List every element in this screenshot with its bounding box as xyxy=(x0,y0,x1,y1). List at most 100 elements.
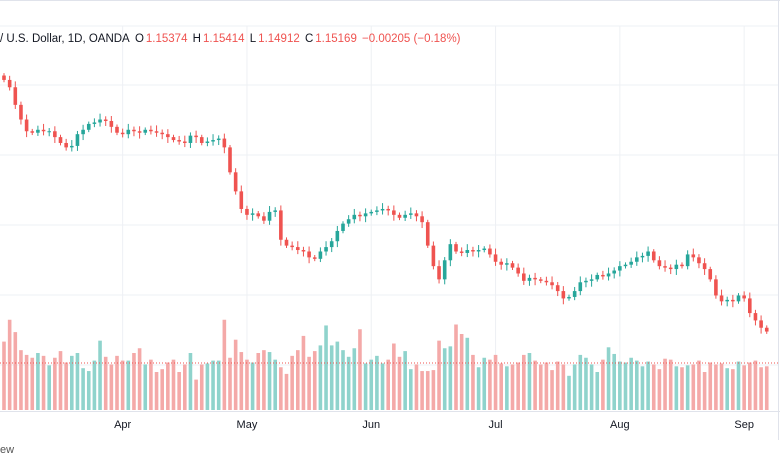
volume-bar xyxy=(86,371,91,410)
volume-bar xyxy=(651,364,656,410)
candle-body xyxy=(431,245,436,267)
candle-body xyxy=(24,119,29,132)
candle-body xyxy=(736,295,741,302)
candle-body xyxy=(425,222,430,246)
volume-bar xyxy=(256,353,261,410)
volume-bar xyxy=(369,359,374,410)
candle-body xyxy=(516,267,520,274)
candle-body xyxy=(120,132,125,135)
candle-body xyxy=(538,279,543,281)
volume-bar xyxy=(488,359,492,410)
volume-bar xyxy=(719,363,724,410)
candle-body xyxy=(499,261,503,265)
volume-bar xyxy=(188,353,193,410)
volume-bar xyxy=(109,364,114,410)
volume-bar xyxy=(149,359,153,410)
volume-bar xyxy=(233,339,238,410)
volume-bar xyxy=(663,358,667,410)
candle-body xyxy=(2,75,6,80)
candle-body xyxy=(561,291,566,299)
candle-body xyxy=(160,132,164,135)
volume-bar xyxy=(290,355,294,410)
candle-body xyxy=(211,140,215,142)
volume-bar xyxy=(601,359,605,410)
candle-body xyxy=(505,263,509,265)
volume-bar xyxy=(437,340,441,410)
volume-bar xyxy=(753,360,758,410)
volume-bar xyxy=(324,325,328,410)
volume-bar xyxy=(211,360,215,410)
candle-body xyxy=(262,216,266,221)
volume-bar xyxy=(375,355,379,410)
volume-bar xyxy=(194,379,198,410)
x-tick-label: Sep xyxy=(734,419,754,431)
volume-bar xyxy=(736,361,741,410)
candle-body xyxy=(143,129,148,133)
volume-bar xyxy=(544,362,549,410)
close-label: C xyxy=(304,33,314,45)
candle-body xyxy=(482,248,487,251)
volume-bar xyxy=(674,366,679,410)
change-value: −0.00205 (−0.18%) xyxy=(362,33,461,45)
volume-bar xyxy=(623,362,628,410)
volume-bar xyxy=(759,367,763,410)
close-value: 1.15169 xyxy=(315,33,357,45)
candle-body xyxy=(397,214,402,218)
candle-body xyxy=(510,263,515,268)
candle-body xyxy=(522,273,526,281)
low-label: L xyxy=(249,33,257,45)
candle-body xyxy=(663,266,667,268)
volume-bar xyxy=(166,362,170,410)
volume-bar xyxy=(555,361,560,410)
volume-bar xyxy=(301,335,306,410)
candle-body xyxy=(488,248,492,255)
volume-bar xyxy=(75,353,80,410)
volume-bar xyxy=(24,354,29,410)
volume-bar xyxy=(493,354,498,410)
open-label: O xyxy=(134,33,144,45)
candle-body xyxy=(533,277,537,280)
candle-body xyxy=(742,295,746,299)
volume-bar xyxy=(397,356,402,410)
candle-body xyxy=(606,273,611,277)
candle-body xyxy=(702,263,707,270)
volume-bar xyxy=(132,353,136,410)
volume-bar xyxy=(363,363,368,410)
candle-body xyxy=(47,131,51,133)
volume-bar xyxy=(618,361,622,410)
volume-bar xyxy=(120,360,125,410)
candle-body xyxy=(166,134,170,138)
candle-body xyxy=(680,264,684,267)
volume-bar xyxy=(335,341,340,410)
volume-bar xyxy=(199,364,204,410)
volume-bar xyxy=(53,357,57,410)
volume-bar xyxy=(358,329,362,410)
volume-bar xyxy=(708,362,713,410)
candle-body xyxy=(329,241,334,248)
candle-body xyxy=(414,213,419,217)
volume-bar xyxy=(550,370,554,410)
candle-body xyxy=(618,266,622,271)
candle-body xyxy=(335,230,340,242)
volume-bar xyxy=(177,372,181,410)
candle-body xyxy=(341,223,345,231)
volume-bar xyxy=(154,372,159,410)
candle-body xyxy=(290,245,294,248)
candle-body xyxy=(256,213,261,217)
candle-body xyxy=(471,250,475,252)
volume-bar xyxy=(454,324,458,410)
volume-bar xyxy=(312,351,317,410)
volume-bar xyxy=(126,360,131,410)
volume-bar xyxy=(273,359,277,410)
candle-body xyxy=(386,208,390,211)
volume-bar xyxy=(92,360,97,410)
volume-bar xyxy=(279,367,283,410)
volume-bar xyxy=(702,372,707,410)
candle-body xyxy=(41,129,46,132)
candle-body xyxy=(493,254,498,262)
volume-bar xyxy=(595,372,600,410)
volume-bar xyxy=(646,361,650,410)
candle-body xyxy=(635,257,639,262)
